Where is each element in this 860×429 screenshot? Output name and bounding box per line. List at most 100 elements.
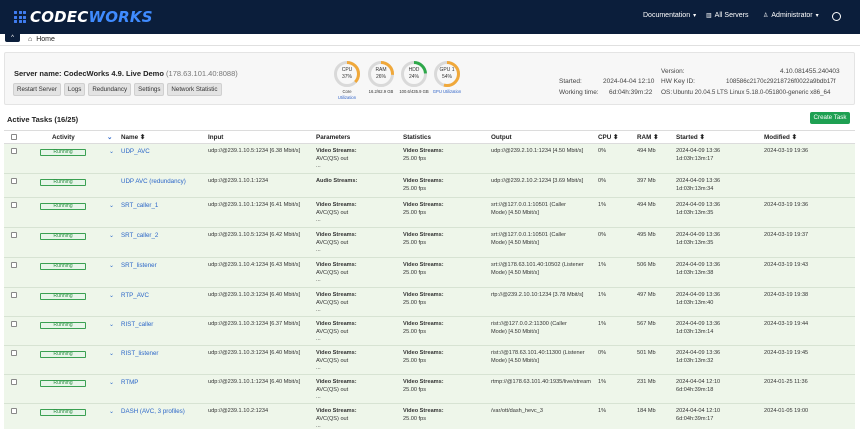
row-checkbox[interactable] xyxy=(11,350,17,356)
task-parameter: AVC(QS) out xyxy=(316,239,349,246)
task-ram: 494 Mb xyxy=(637,202,656,208)
logs-button[interactable]: Logs xyxy=(63,83,86,96)
cpu-gauge-ring xyxy=(334,61,360,87)
task-ram: 501 Mb xyxy=(637,350,656,356)
task-name-link[interactable]: SRT_listener xyxy=(121,262,157,269)
row-checkbox[interactable] xyxy=(11,148,17,154)
task-started: 1d:03h:13m:17 xyxy=(676,155,714,162)
gpu-gauge[interactable]: GPU 1 54% GPU Utilization xyxy=(432,60,462,94)
table-row[interactable]: Running ⌄ SRT_listener udp://@239.1.10.4:12… xyxy=(4,258,855,288)
chevron-down-icon[interactable]: ⌄ xyxy=(109,380,115,386)
sort-icon: ⬍ xyxy=(653,134,659,141)
task-started: 1d:03h:13m:40 xyxy=(676,299,714,306)
table-row[interactable]: Running ⌄ UDP_AVC udp://@239.1.10.5:1234 [6… xyxy=(4,144,855,174)
col-modified[interactable]: Modified ⬍ xyxy=(764,134,797,141)
task-name-link[interactable]: UDP AVC (redundancy) xyxy=(121,178,186,185)
gpu-gauge-name: GPU 1 xyxy=(439,67,455,73)
settings-button[interactable]: Settings xyxy=(134,83,165,96)
hwkey-value: 108586c2170c29218726f0022a9bdb17f xyxy=(726,78,836,85)
chevron-down-icon[interactable]: ⌄ xyxy=(109,351,115,357)
task-name-link[interactable]: RTP_AVC xyxy=(121,292,149,299)
version-label: Version: xyxy=(661,68,685,75)
row-checkbox[interactable] xyxy=(11,321,17,327)
task-statistic: Video Streams: xyxy=(403,408,444,414)
ram-gauge[interactable]: RAM 26% 16.2/62.9 GB xyxy=(366,60,396,94)
row-checkbox[interactable] xyxy=(11,408,17,414)
table-row[interactable]: Running ⌄ SRT_caller_2 udp://@239.1.10.5:12… xyxy=(4,228,855,258)
globe-icon[interactable] xyxy=(832,12,841,21)
create-task-button[interactable]: Create Task xyxy=(810,112,850,124)
task-statistic: 25.00 fps xyxy=(403,299,427,306)
chevron-down-icon[interactable]: ⌄ xyxy=(109,322,115,328)
task-started: 1d:03h:13m:35 xyxy=(676,209,714,216)
breadcrumb[interactable]: ⌂ Home xyxy=(28,36,55,43)
working-time-label: Working time: xyxy=(559,89,599,96)
task-started: 1d:03h:13m:34 xyxy=(676,185,714,192)
select-all-checkbox[interactable] xyxy=(11,134,17,140)
task-name-link[interactable]: RIST_caller xyxy=(121,321,154,328)
chevron-down-icon[interactable]: ⌄ xyxy=(109,293,115,299)
chevron-down-icon[interactable]: ⌄ xyxy=(109,203,115,209)
row-checkbox[interactable] xyxy=(11,379,17,385)
task-name-link[interactable]: RIST_listener xyxy=(121,350,159,357)
task-output: srt://@127.0.0.1:10501 (Caller xyxy=(491,232,567,238)
os-label: OS: xyxy=(661,89,673,96)
hdd-gauge-ring xyxy=(401,61,427,87)
task-modified: 2024-03-19 19:36 xyxy=(764,202,809,208)
chevron-down-icon[interactable]: ⌄ xyxy=(109,409,115,415)
task-cpu: 1% xyxy=(598,202,607,208)
network-statistic-button[interactable]: Network Statistic xyxy=(167,83,222,96)
task-name-link[interactable]: DASH (AVC, 3 profiles) xyxy=(121,408,185,415)
task-parameter: ... xyxy=(316,394,321,400)
col-expand-chevron-icon[interactable]: ⌄ xyxy=(107,134,113,141)
col-cpu[interactable]: CPU ⬍ xyxy=(598,134,618,141)
col-ram[interactable]: RAM ⬍ xyxy=(637,134,658,141)
row-checkbox[interactable] xyxy=(11,178,17,184)
task-parameter: ... xyxy=(316,163,321,169)
col-started[interactable]: Started ⬍ xyxy=(676,134,705,141)
task-name-link[interactable]: RTMP xyxy=(121,379,139,386)
task-name-link[interactable]: SRT_caller_1 xyxy=(121,202,159,209)
brand-logo[interactable]: CODECWORKS xyxy=(14,8,153,26)
task-parameter: Video Streams: xyxy=(316,148,357,154)
nav-user-menu[interactable]: ♙ Administrator ▾ xyxy=(763,12,819,19)
working-time-value: 6d:04h:39m:22 xyxy=(609,89,653,96)
task-parameter: Video Streams: xyxy=(316,350,357,356)
task-name-link[interactable]: SRT_caller_2 xyxy=(121,232,159,239)
task-ram: 494 Mb xyxy=(637,148,656,154)
col-name[interactable]: Name ⬍ xyxy=(121,134,145,141)
restart-server-button[interactable]: Restart Server xyxy=(13,83,61,96)
chevron-down-icon[interactable]: ⌄ xyxy=(109,263,115,269)
cpu-gauge[interactable]: CPU 37% Core Utilization xyxy=(332,60,362,100)
table-row[interactable]: Running ⌄ RTMP udp://@239.1.10.1:1234 [6.40… xyxy=(4,375,855,404)
table-row[interactable]: Running ⌄ RIST_caller udp://@239.1.10.3:123… xyxy=(4,317,855,346)
server-ip: (178.63.101.40:8088) xyxy=(166,69,238,78)
chevron-down-icon[interactable]: ⌄ xyxy=(109,149,115,155)
nav-all-servers[interactable]: ▥ All Servers xyxy=(706,12,749,19)
task-ram: 567 Mb xyxy=(637,321,656,327)
table-row[interactable]: Running UDP AVC (redundancy) udp://@239.1.… xyxy=(4,174,855,198)
hdd-gauge-name: HDD xyxy=(408,67,420,73)
task-parameter: Video Streams: xyxy=(316,232,357,238)
chevron-down-icon[interactable]: ⌄ xyxy=(109,233,115,239)
table-row[interactable]: Running ⌄ DASH (AVC, 3 profiles) udp://@239… xyxy=(4,404,855,429)
redundancy-button[interactable]: Redundancy xyxy=(88,83,132,96)
table-row[interactable]: Running ⌄ RIST_listener udp://@239.1.10.3:1… xyxy=(4,346,855,375)
row-checkbox[interactable] xyxy=(11,292,17,298)
nav-documentation[interactable]: Documentation ▾ xyxy=(643,12,696,19)
row-checkbox[interactable] xyxy=(11,232,17,238)
task-started: 1d:03h:13m:14 xyxy=(676,328,714,335)
hdd-gauge[interactable]: HDD 24% 100.6/435.9 GB xyxy=(399,60,429,94)
sidebar-toggle-button[interactable]: ^ xyxy=(5,34,20,42)
task-parameter: AVC(QS) out xyxy=(316,386,349,393)
table-row[interactable]: Running ⌄ SRT_caller_1 udp://@239.1.10.1:12… xyxy=(4,198,855,228)
servers-icon: ▥ xyxy=(706,13,712,19)
table-row[interactable]: Running ⌄ RTP_AVC udp://@239.1.10.3:1234 [6… xyxy=(4,288,855,317)
server-title: Server name: CodecWorks 4.9. Live Demo (… xyxy=(14,69,238,78)
row-checkbox[interactable] xyxy=(11,202,17,208)
ram-gauge-name: RAM xyxy=(375,67,387,73)
task-statistic: Video Streams: xyxy=(403,292,444,298)
task-started: 2024-04-09 13:36 xyxy=(676,262,721,268)
row-checkbox[interactable] xyxy=(11,262,17,268)
task-name-link[interactable]: UDP_AVC xyxy=(121,148,150,155)
